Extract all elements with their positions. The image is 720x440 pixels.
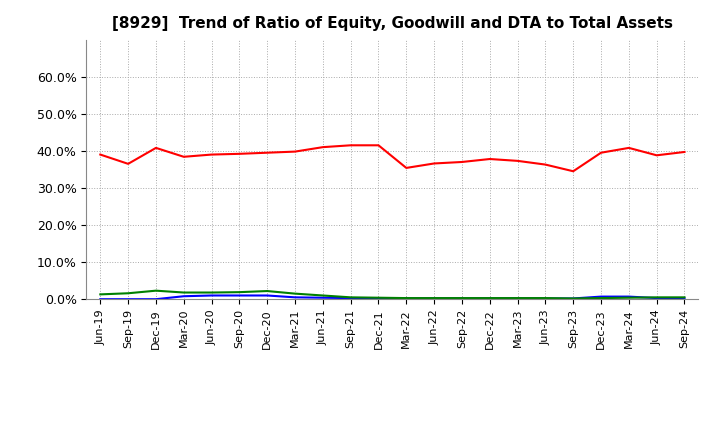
Goodwill (152, 297, 161, 302)
Goodwill (485, 296, 494, 301)
Equity (152, 145, 161, 150)
Deferred Tax Assets (152, 288, 161, 293)
Goodwill (430, 296, 438, 301)
Equity (569, 169, 577, 174)
Deferred Tax Assets (430, 295, 438, 301)
Equity (346, 143, 355, 148)
Equity (235, 151, 243, 157)
Goodwill (513, 296, 522, 301)
Deferred Tax Assets (235, 290, 243, 295)
Equity (680, 149, 689, 154)
Equity (513, 158, 522, 164)
Equity (207, 152, 216, 157)
Equity (430, 161, 438, 166)
Goodwill (207, 293, 216, 298)
Goodwill (624, 294, 633, 299)
Deferred Tax Assets (207, 290, 216, 295)
Equity (624, 145, 633, 150)
Equity (541, 162, 550, 167)
Goodwill (124, 297, 132, 302)
Line: Goodwill: Goodwill (100, 296, 685, 299)
Goodwill (458, 296, 467, 301)
Deferred Tax Assets (485, 295, 494, 301)
Deferred Tax Assets (346, 295, 355, 300)
Equity (458, 159, 467, 165)
Deferred Tax Assets (624, 295, 633, 301)
Goodwill (680, 296, 689, 301)
Goodwill (402, 296, 410, 301)
Equity (291, 149, 300, 154)
Deferred Tax Assets (680, 295, 689, 300)
Deferred Tax Assets (652, 295, 661, 300)
Deferred Tax Assets (541, 295, 550, 301)
Goodwill (541, 296, 550, 301)
Equity (318, 144, 327, 150)
Equity (263, 150, 271, 155)
Goodwill (652, 295, 661, 301)
Deferred Tax Assets (263, 288, 271, 293)
Deferred Tax Assets (458, 295, 467, 301)
Deferred Tax Assets (374, 295, 383, 301)
Equity (652, 153, 661, 158)
Deferred Tax Assets (96, 292, 104, 297)
Deferred Tax Assets (318, 293, 327, 298)
Equity (179, 154, 188, 159)
Deferred Tax Assets (124, 291, 132, 296)
Goodwill (291, 295, 300, 300)
Goodwill (374, 296, 383, 301)
Equity (485, 156, 494, 161)
Goodwill (318, 295, 327, 301)
Goodwill (96, 297, 104, 302)
Line: Equity: Equity (100, 145, 685, 171)
Deferred Tax Assets (513, 295, 522, 301)
Deferred Tax Assets (179, 290, 188, 295)
Goodwill (179, 293, 188, 299)
Goodwill (263, 293, 271, 298)
Equity (597, 150, 606, 155)
Goodwill (597, 294, 606, 299)
Deferred Tax Assets (402, 295, 410, 301)
Equity (124, 161, 132, 166)
Goodwill (346, 295, 355, 301)
Deferred Tax Assets (597, 295, 606, 301)
Line: Deferred Tax Assets: Deferred Tax Assets (100, 291, 685, 298)
Equity (374, 143, 383, 148)
Deferred Tax Assets (569, 296, 577, 301)
Title: [8929]  Trend of Ratio of Equity, Goodwill and DTA to Total Assets: [8929] Trend of Ratio of Equity, Goodwil… (112, 16, 673, 32)
Equity (96, 152, 104, 157)
Deferred Tax Assets (291, 291, 300, 296)
Equity (402, 165, 410, 171)
Goodwill (235, 293, 243, 298)
Goodwill (569, 296, 577, 301)
